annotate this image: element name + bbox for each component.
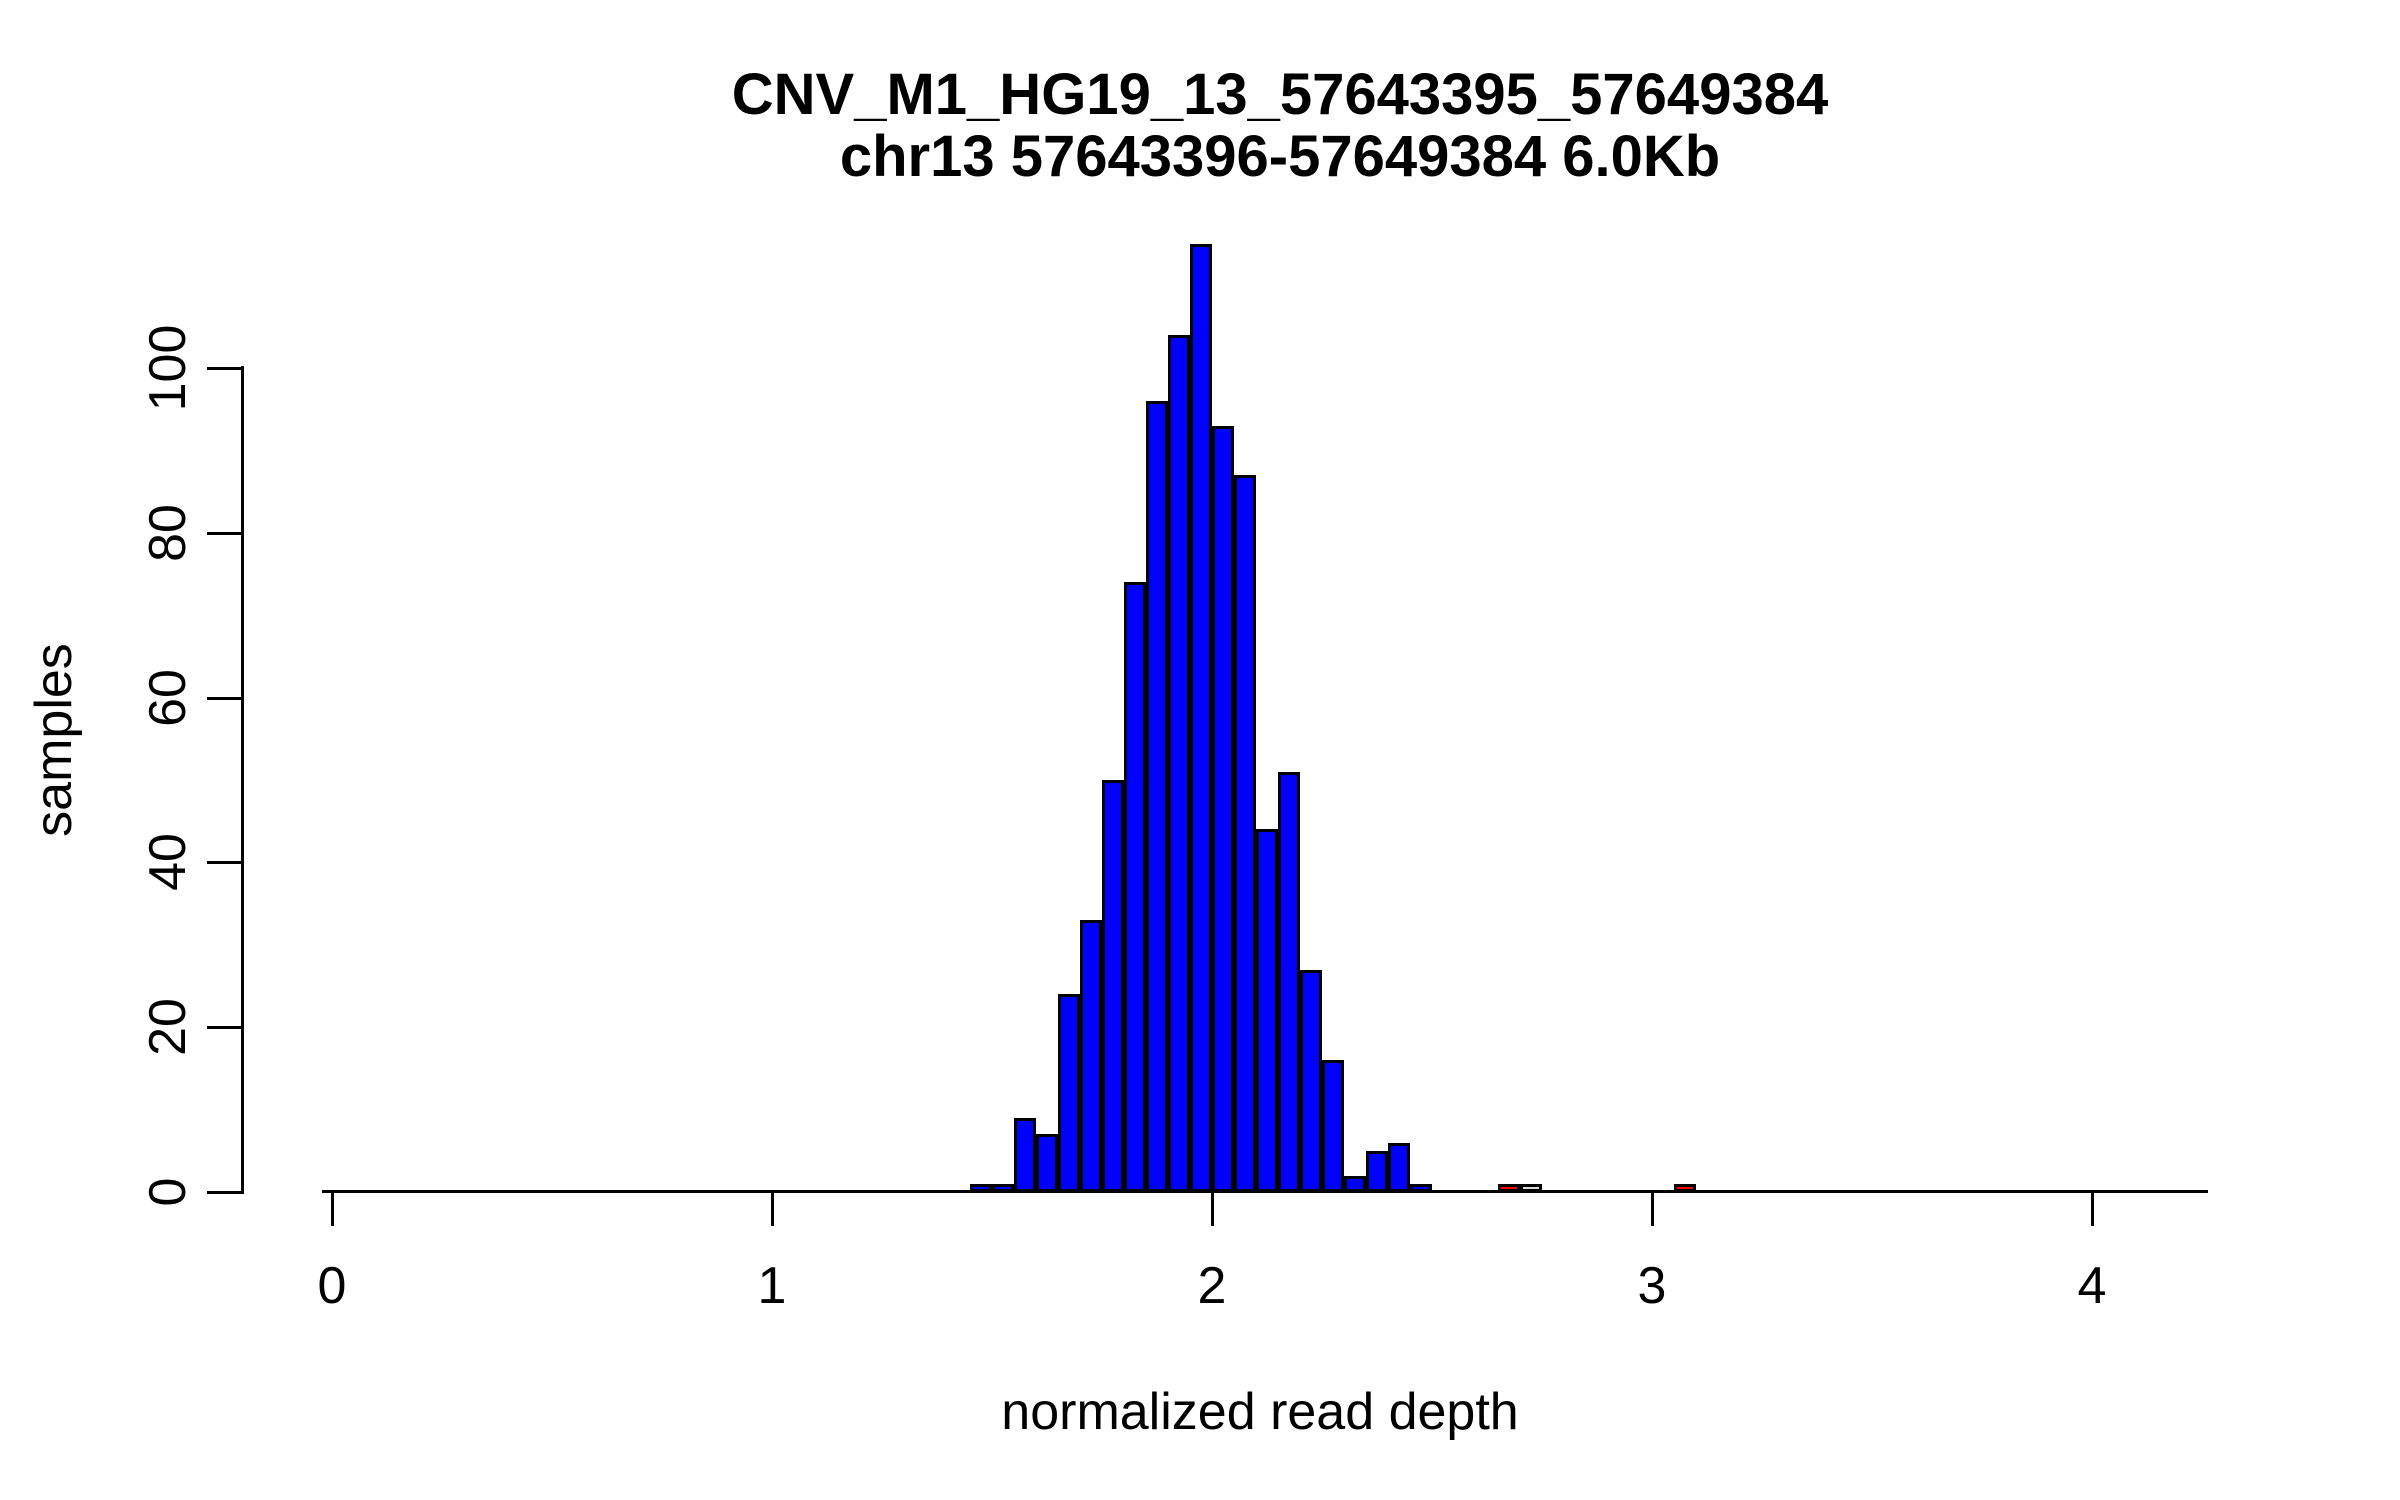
y-tick-label: 100 bbox=[139, 324, 197, 412]
histogram-bar bbox=[1410, 1184, 1432, 1192]
x-tick-label: 3 bbox=[1637, 1257, 1667, 1315]
x-tick bbox=[331, 1192, 334, 1226]
histogram-bar bbox=[1322, 1060, 1344, 1192]
y-tick-label: 0 bbox=[139, 1177, 197, 1207]
y-tick bbox=[207, 1191, 241, 1194]
y-tick-label: 80 bbox=[139, 503, 197, 562]
x-tick-label: 1 bbox=[757, 1257, 787, 1315]
histogram-bar bbox=[1168, 335, 1190, 1192]
x-tick bbox=[771, 1192, 774, 1226]
histogram-bar bbox=[1036, 1134, 1058, 1192]
histogram-bar bbox=[1080, 920, 1102, 1192]
y-tick-label: 40 bbox=[139, 833, 197, 892]
y-tick-label: 60 bbox=[139, 668, 197, 727]
x-tick-label: 4 bbox=[2077, 1257, 2107, 1315]
histogram-bar bbox=[1146, 401, 1168, 1192]
x-axis-title: normalized read depth bbox=[1001, 1383, 1519, 1441]
y-tick bbox=[207, 861, 241, 865]
y-tick bbox=[207, 367, 241, 370]
histogram-bar bbox=[1366, 1151, 1388, 1192]
histogram-bar bbox=[1520, 1184, 1542, 1192]
histogram-bar bbox=[1102, 780, 1124, 1192]
histogram-bar bbox=[1212, 426, 1234, 1192]
histogram-bar bbox=[1388, 1143, 1410, 1192]
histogram-bar bbox=[1344, 1176, 1366, 1192]
y-axis-title: samples bbox=[25, 643, 83, 837]
histogram-bar bbox=[1498, 1184, 1520, 1192]
y-tick bbox=[207, 531, 241, 535]
histogram-bar bbox=[1014, 1118, 1036, 1192]
histogram-bar bbox=[1256, 829, 1278, 1192]
histogram-bar bbox=[1674, 1184, 1696, 1192]
y-tick bbox=[207, 696, 241, 700]
histogram-bar bbox=[1190, 244, 1212, 1192]
x-tick bbox=[1211, 1192, 1214, 1226]
histogram-bar bbox=[1058, 994, 1080, 1192]
histogram-bar bbox=[1234, 475, 1256, 1192]
histogram-bar bbox=[1300, 970, 1322, 1192]
x-tick-label: 0 bbox=[317, 1257, 347, 1315]
y-tick-label: 20 bbox=[139, 998, 197, 1057]
histogram-bar bbox=[1124, 582, 1146, 1192]
y-axis-line bbox=[241, 366, 244, 1194]
y-tick bbox=[207, 1026, 241, 1030]
histogram-bar bbox=[1278, 772, 1300, 1192]
chart-title: CNV_M1_HG19_13_57643395_57649384 bbox=[731, 62, 1829, 127]
x-tick bbox=[2091, 1192, 2094, 1226]
chart-subtitle: chr13 57643396-57649384 6.0Kb bbox=[839, 124, 1721, 189]
chart-header: CNV_M1_HG19_13_57643395_57649384 chr13 5… bbox=[180, 64, 2380, 188]
histogram-bar bbox=[992, 1184, 1014, 1192]
histogram-bar bbox=[970, 1184, 992, 1192]
x-tick bbox=[1651, 1192, 1654, 1226]
x-tick-label: 2 bbox=[1197, 1257, 1227, 1315]
